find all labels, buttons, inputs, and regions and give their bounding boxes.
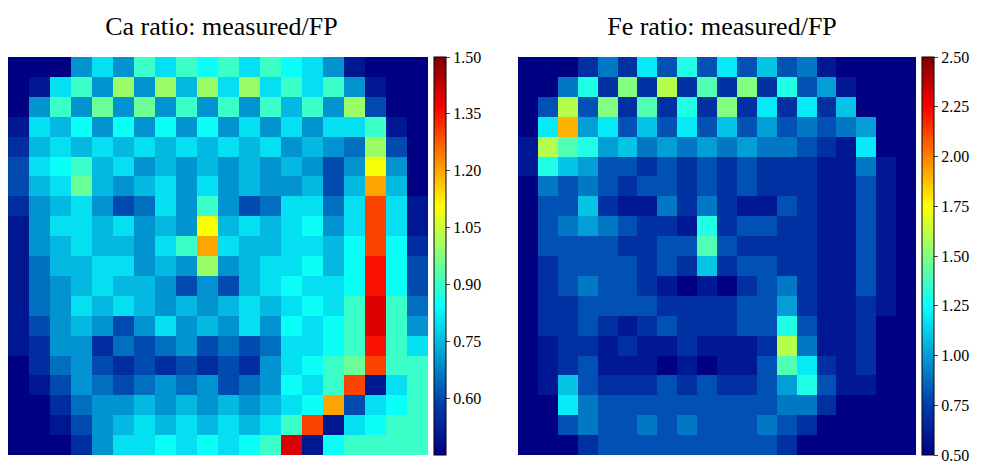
svg-text:1.50: 1.50 (941, 248, 969, 265)
svg-text:0.60: 0.60 (453, 390, 481, 407)
svg-text:0.75: 0.75 (453, 333, 481, 350)
svg-text:1.20: 1.20 (453, 162, 481, 179)
svg-text:Ca ratio: measured/FP: Ca ratio: measured/FP (105, 12, 338, 41)
svg-text:0.90: 0.90 (453, 276, 481, 293)
svg-text:1.75: 1.75 (941, 198, 969, 215)
svg-text:1.50: 1.50 (453, 49, 481, 66)
svg-text:1.05: 1.05 (453, 219, 481, 236)
svg-text:2.00: 2.00 (941, 148, 969, 165)
svg-text:1.00: 1.00 (941, 347, 969, 364)
svg-text:Fe ratio: measured/FP: Fe ratio: measured/FP (607, 12, 837, 41)
svg-text:2.50: 2.50 (941, 49, 969, 66)
svg-text:0.75: 0.75 (941, 397, 969, 414)
svg-text:1.25: 1.25 (941, 297, 969, 314)
svg-text:0.50: 0.50 (941, 447, 969, 464)
svg-text:1.35: 1.35 (453, 105, 481, 122)
svg-text:2.25: 2.25 (941, 98, 969, 115)
